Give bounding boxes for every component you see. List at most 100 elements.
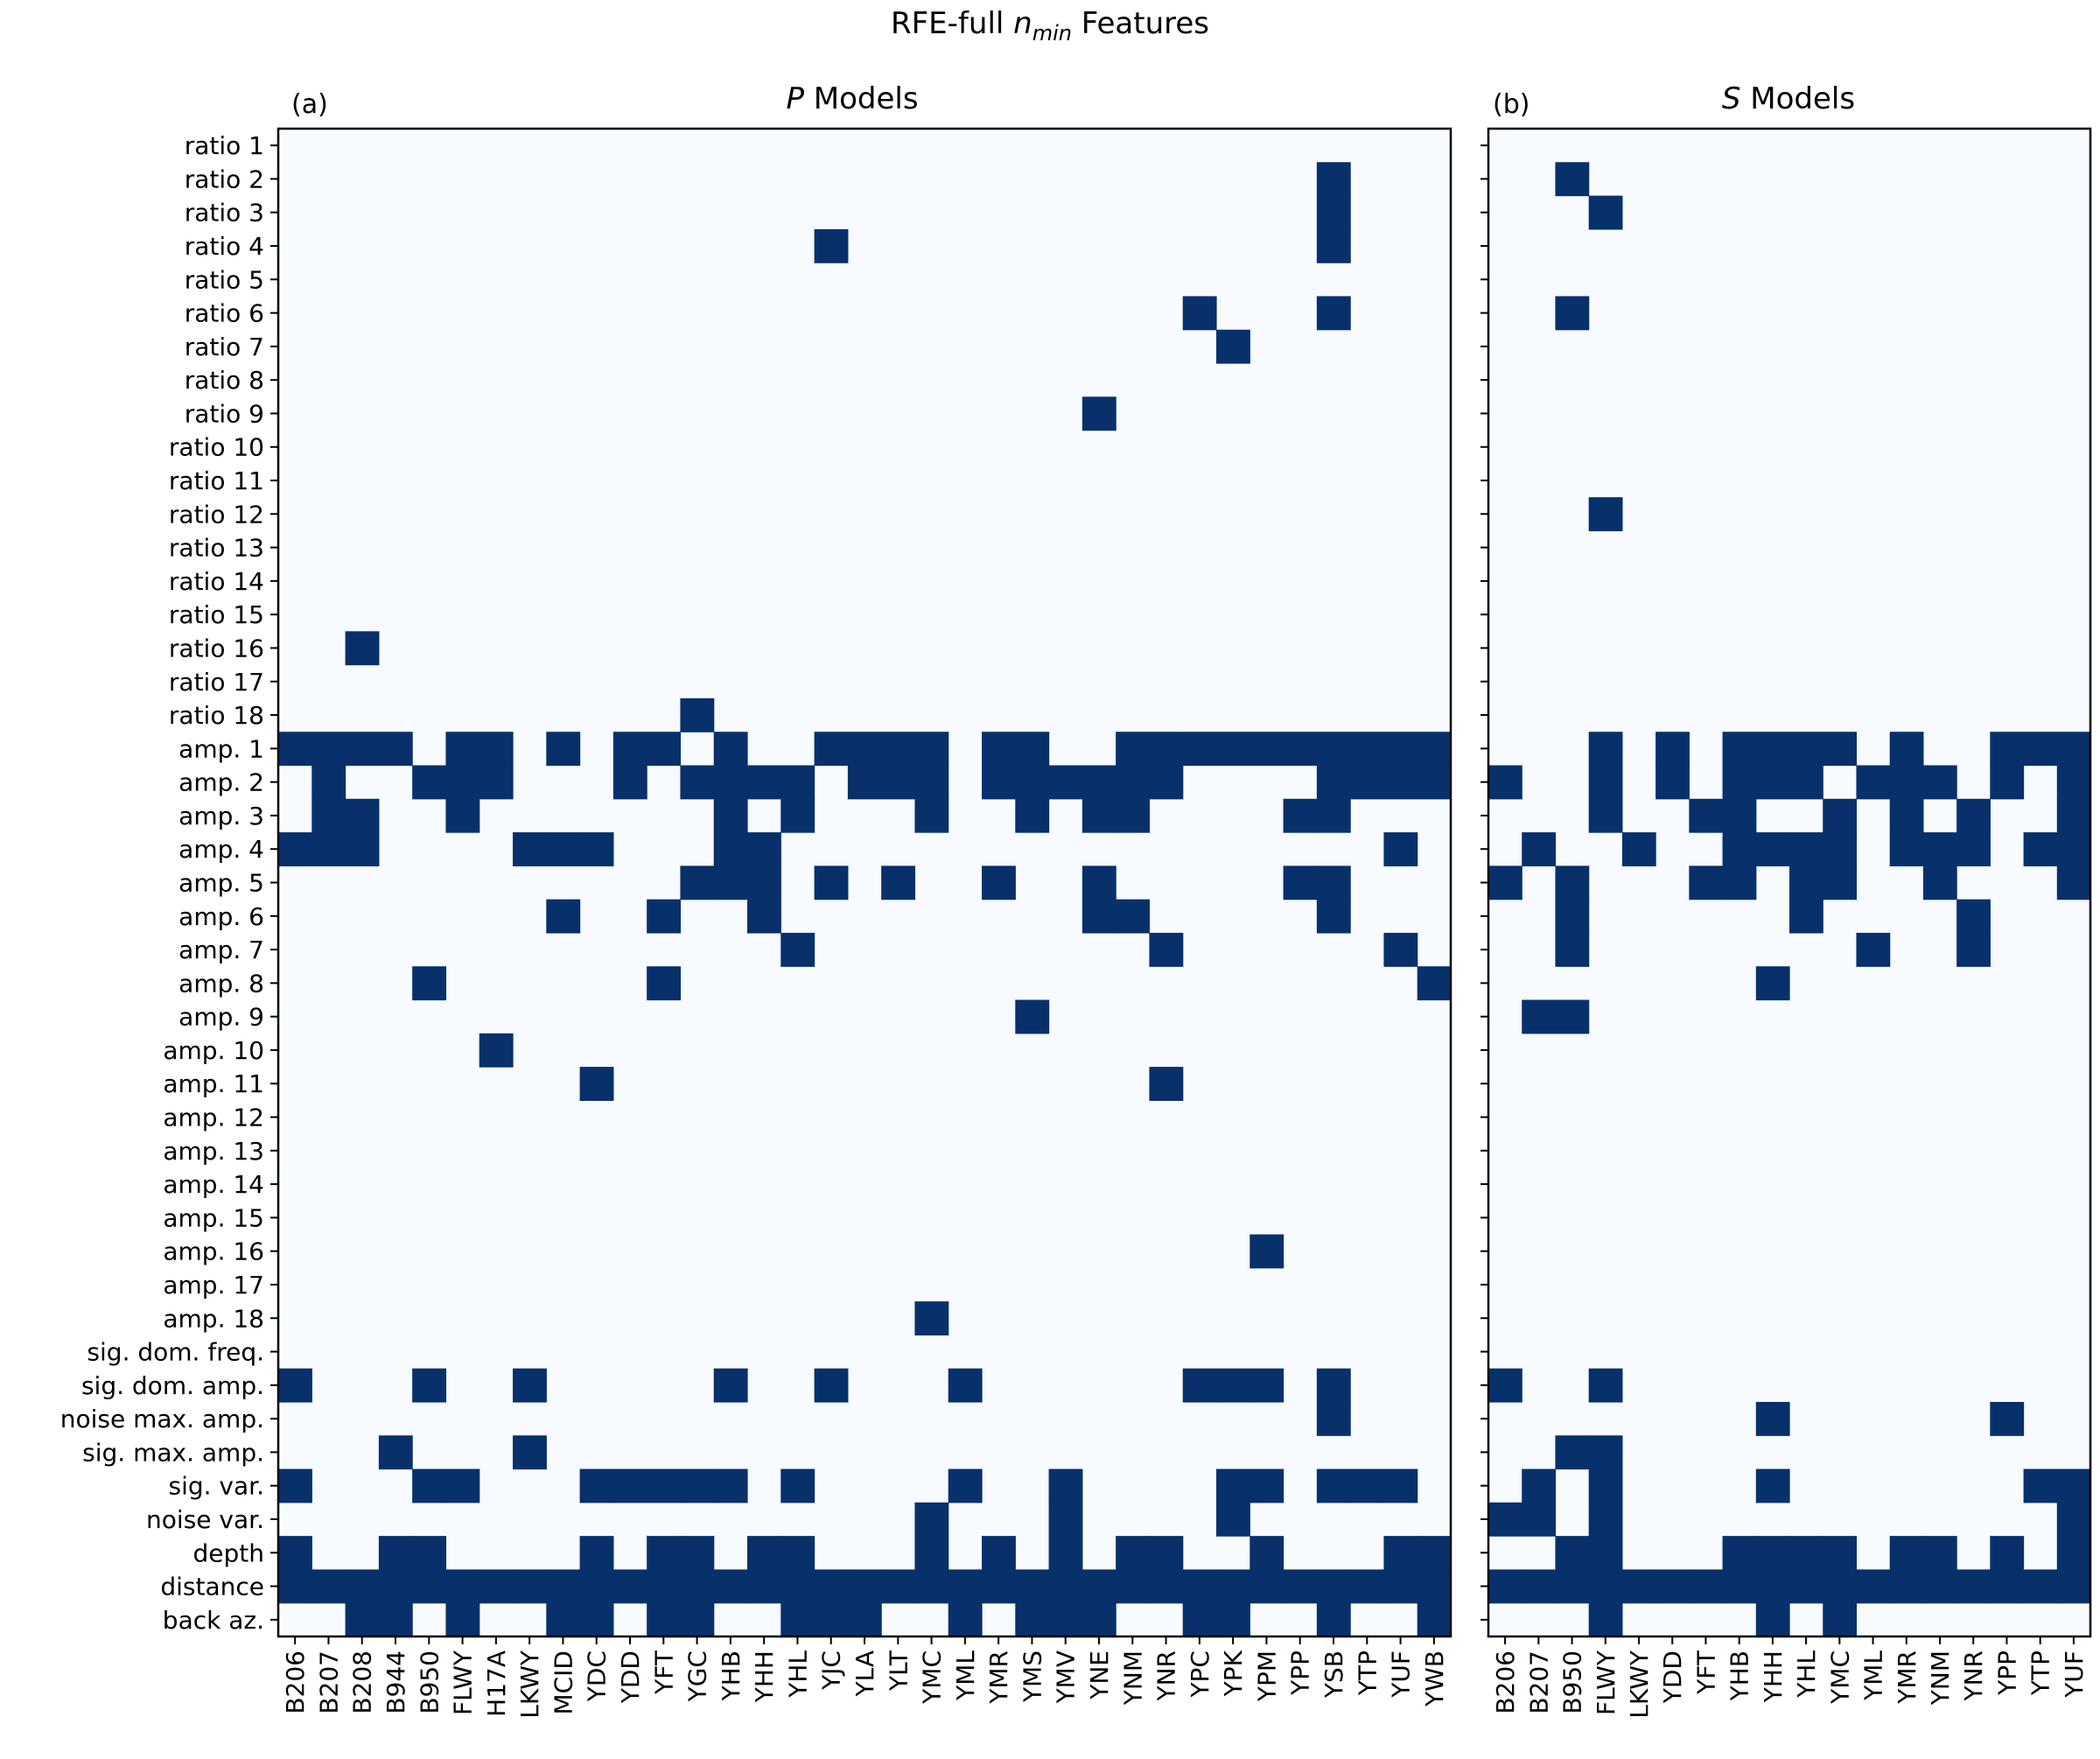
selected-cell-a — [780, 1536, 816, 1571]
selected-cell-a — [1417, 765, 1452, 800]
selected-cell-b — [1722, 798, 1757, 833]
selected-cell-a — [982, 1536, 1016, 1571]
selected-cell-a — [345, 631, 380, 666]
selected-cell-a — [747, 865, 781, 901]
selected-cell-a — [1149, 1569, 1184, 1604]
selected-cell-a — [1082, 865, 1116, 901]
y-tick-label: ratio 6 — [185, 299, 264, 328]
selected-cell-a — [647, 899, 682, 934]
selected-cell-b — [1755, 1569, 1790, 1604]
selected-cell-a — [1283, 732, 1318, 767]
selected-cell-a — [847, 765, 882, 800]
selected-cell-a — [546, 832, 581, 866]
selected-cell-a — [378, 1536, 413, 1571]
selected-cell-a — [914, 765, 949, 800]
selected-cell-a — [445, 1602, 480, 1637]
selected-cell-b — [1990, 765, 2025, 800]
selected-cell-a — [513, 1368, 547, 1403]
selected-cell-a — [1283, 798, 1318, 833]
selected-cell-a — [747, 832, 781, 866]
selected-cell-a — [445, 765, 480, 800]
selected-cell-b — [1522, 1502, 1557, 1537]
selected-cell-b — [1922, 1536, 1957, 1571]
selected-cell-a — [948, 1468, 983, 1503]
y-tick-label: ratio 1 — [185, 131, 264, 160]
selected-cell-b — [1555, 1536, 1590, 1571]
selected-cell-a — [1216, 1502, 1250, 1537]
selected-cell-a — [1216, 732, 1250, 767]
selected-cell-a — [680, 865, 715, 901]
x-tick-label: B208 — [348, 1650, 377, 1714]
selected-cell-b — [1755, 732, 1790, 767]
selected-cell-b — [1889, 1536, 1924, 1571]
x-tick-label: B207 — [1524, 1650, 1553, 1714]
figure-title: RFE-full nmin Features — [891, 6, 1209, 46]
panel-a-cells — [278, 129, 1452, 1637]
selected-cell-a — [647, 1602, 682, 1637]
selected-cell-a — [479, 1569, 514, 1604]
selected-cell-a — [1250, 1536, 1284, 1571]
selected-cell-b — [1488, 1368, 1522, 1403]
selected-cell-a — [1182, 732, 1217, 767]
selected-cell-a — [612, 765, 648, 800]
selected-cell-a — [713, 1368, 748, 1403]
selected-cell-a — [847, 732, 882, 767]
selected-cell-a — [546, 732, 581, 767]
panel-a-label: (a) — [291, 89, 328, 120]
selected-cell-a — [312, 765, 346, 800]
selected-cell-a — [780, 765, 816, 800]
selected-cell-b — [1555, 1569, 1590, 1604]
selected-cell-a — [780, 932, 816, 967]
selected-cell-b — [1656, 765, 1690, 800]
x-tick-label: YMV — [1052, 1650, 1081, 1704]
x-tick-label: MCID — [549, 1650, 578, 1715]
selected-cell-b — [1588, 1569, 1623, 1604]
selected-cell-b — [1621, 832, 1656, 866]
selected-cell-a — [479, 765, 514, 800]
y-tick-label: amp. 14 — [163, 1170, 264, 1199]
selected-cell-b — [1588, 798, 1623, 833]
y-tick-label: ratio 2 — [185, 165, 264, 193]
x-tick-label: YNE — [1085, 1650, 1114, 1700]
y-tick-label: sig. dom. amp. — [81, 1371, 264, 1400]
selected-cell-b — [1823, 732, 1858, 767]
x-tick-label: YUF — [1387, 1650, 1416, 1699]
panel-a-x-axis: B206 B207 B208 B944 B950 FLWY H17A LKWY MCID YDC Y… — [281, 1636, 1449, 1719]
x-tick-label: YPP — [1286, 1650, 1315, 1696]
x-tick-label: LKWY — [515, 1650, 544, 1719]
panel-a-title-italic: P — [786, 81, 804, 116]
selected-cell-a — [1250, 732, 1284, 767]
selected-cell-b — [2056, 1536, 2091, 1571]
selected-cell-b — [1722, 832, 1757, 866]
selected-cell-b — [1755, 1401, 1790, 1436]
y-tick-label: depth — [193, 1538, 265, 1567]
y-tick-label: amp. 13 — [163, 1137, 264, 1166]
selected-cell-a — [747, 1536, 781, 1571]
panel-b-title-rest: Models — [1740, 81, 1855, 116]
selected-cell-b — [1588, 497, 1623, 532]
x-tick-label: LKWY — [1625, 1650, 1654, 1719]
selected-cell-a — [1182, 1569, 1217, 1604]
x-tick-label: YML — [951, 1650, 980, 1701]
selected-cell-a — [513, 832, 547, 866]
y-tick-label: amp. 18 — [163, 1304, 264, 1333]
selected-cell-a — [1316, 1368, 1351, 1403]
y-tick-label: sig. var. — [168, 1472, 264, 1501]
selected-cell-a — [1350, 732, 1385, 767]
selected-cell-a — [713, 765, 748, 800]
x-tick-label: YMR — [984, 1650, 1013, 1705]
selected-cell-a — [546, 899, 581, 934]
title-before: RFE-full — [891, 6, 1013, 41]
y-tick-label: ratio 8 — [185, 366, 264, 395]
selected-cell-a — [1283, 865, 1318, 901]
selected-cell-a — [1149, 1067, 1184, 1101]
selected-cell-a — [579, 1536, 614, 1571]
selected-cell-b — [1789, 765, 1824, 800]
selected-cell-a — [1082, 899, 1116, 934]
selected-cell-a — [278, 1368, 312, 1403]
x-tick-label: B950 — [415, 1650, 444, 1714]
selected-cell-b — [1522, 999, 1557, 1034]
selected-cell-a — [1216, 1468, 1250, 1503]
selected-cell-a — [1015, 798, 1050, 833]
